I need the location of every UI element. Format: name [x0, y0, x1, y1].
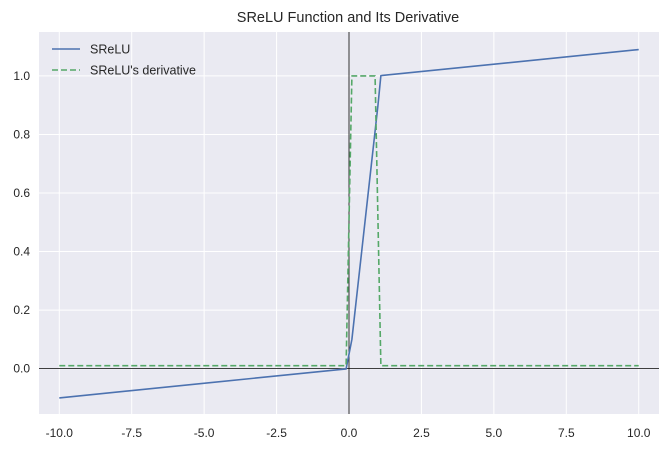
x-tick-label: -2.5	[266, 426, 287, 440]
x-tick-label: 5.0	[486, 426, 503, 440]
series-lines	[59, 48, 639, 399]
series-line-1	[59, 75, 639, 367]
y-tick-label: 0.8	[13, 127, 30, 141]
x-tick-label: -5.0	[194, 426, 215, 440]
y-tick-label: 0.6	[13, 186, 30, 200]
x-tick-label: -10.0	[46, 426, 74, 440]
x-tick-label: 10.0	[627, 426, 651, 440]
legend: SReLU SReLU's derivative	[52, 43, 196, 78]
y-tick-labels: 0.0 0.2 0.4 0.6 0.8 1.0	[13, 69, 30, 376]
y-tick-label: 0.4	[13, 245, 30, 259]
series-line-0	[59, 48, 639, 399]
chart-title: SReLU Function and Its Derivative	[237, 10, 459, 26]
x-tick-label: -7.5	[121, 426, 142, 440]
y-tick-label: 1.0	[13, 69, 30, 83]
legend-label-srelu: SReLU	[90, 43, 130, 57]
y-tick-label: 0.2	[13, 303, 30, 317]
x-tick-labels: -10.0 -7.5 -5.0 -2.5 0.0 2.5 5.0 7.5 10.0	[46, 426, 651, 440]
x-tick-label: 2.5	[413, 426, 430, 440]
x-tick-label: 7.5	[558, 426, 575, 440]
y-tick-label: 0.0	[13, 362, 30, 376]
legend-label-srelu-derivative: SReLU's derivative	[90, 64, 196, 78]
x-tick-label: 0.0	[341, 426, 358, 440]
